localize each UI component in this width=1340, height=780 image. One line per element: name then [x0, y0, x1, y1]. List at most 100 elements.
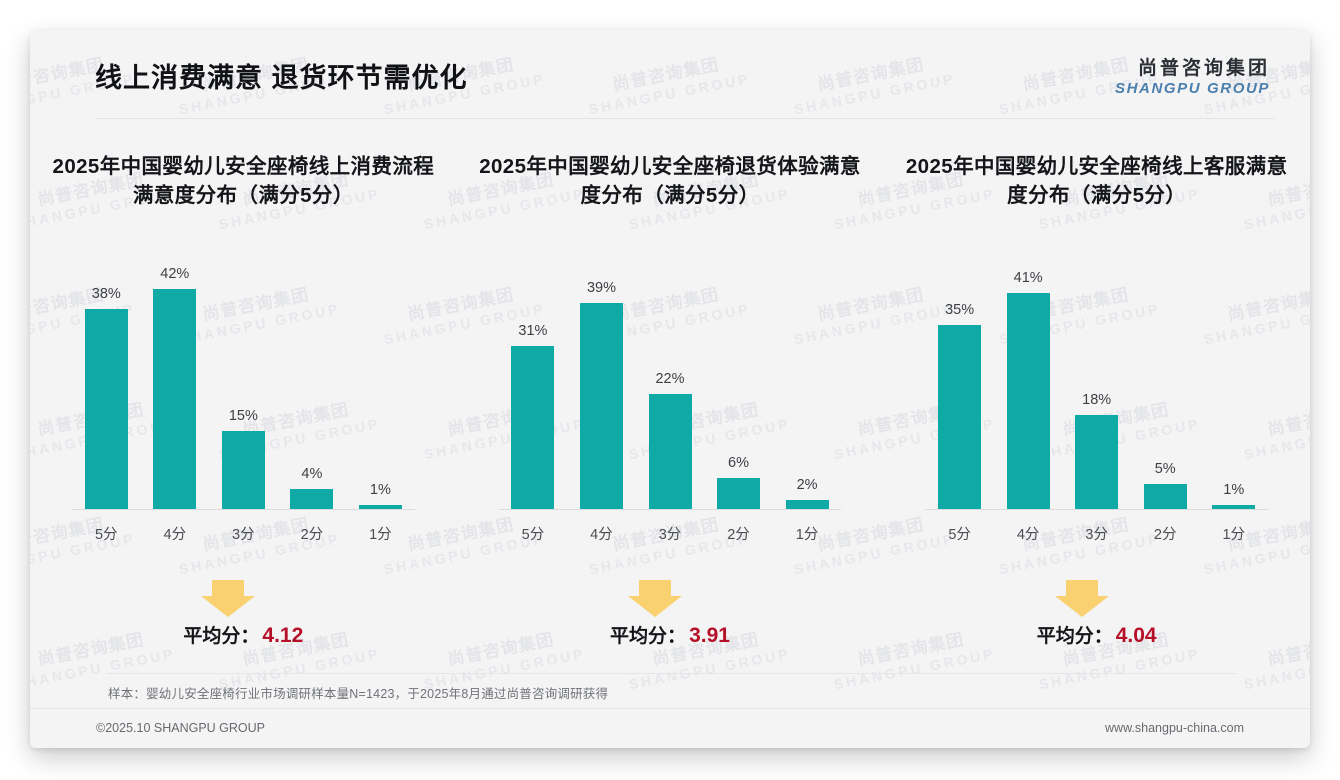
bar[interactable] [1006, 292, 1050, 511]
bar-group: 4% [278, 266, 347, 511]
bar-series: 38% 42% 15% 4% 1% [72, 266, 415, 511]
bar[interactable] [785, 499, 829, 511]
average-score-value: 4.04 [1115, 624, 1157, 648]
bar-value-label: 38% [91, 285, 121, 302]
average-label: 平均分： [1036, 626, 1113, 648]
arrow-stem [212, 580, 245, 597]
website-link[interactable]: www.shangpu-china.com [1105, 721, 1244, 735]
bar-value-label: 5% [1154, 460, 1176, 477]
bar-value-label: 4% [301, 466, 323, 483]
brand-logo: 尚普咨询集团 SHANGPU GROUP [1115, 58, 1270, 98]
plot-area: 35% 41% 18% 5% 1% [925, 266, 1269, 511]
x-axis-ticks: 5分 4分 3分 2分 1分 [72, 510, 415, 544]
slide-footer: ©2025.10 SHANGPU GROUP www.shangpu-china… [30, 708, 1310, 748]
bar[interactable] [1143, 483, 1187, 511]
bar[interactable] [717, 478, 761, 511]
bar-series: 31% 39% 22% 6% 2% [499, 266, 842, 511]
bar-value-label: 39% [586, 280, 616, 297]
arrow-stem [1065, 580, 1098, 597]
bar-group: 2% [773, 266, 842, 511]
bar[interactable] [1075, 414, 1119, 511]
arrow-head [201, 596, 256, 618]
arrow-stem [639, 580, 671, 597]
average-score-value: 4.12 [262, 624, 304, 648]
x-tick-label: 3分 [658, 527, 682, 544]
down-arrow-icon [201, 580, 256, 618]
bar-group: 35% [925, 266, 994, 511]
bar-value-label: 35% [945, 301, 975, 318]
bar-value-label: 42% [160, 266, 190, 283]
bar-value-label: 1% [369, 481, 391, 498]
chart-panel-1: 2025年中国婴幼儿安全座椅线上消费流程满意度分布（满分5分） 38% 42% 15%… [30, 134, 457, 647]
logo-english-text: SHANGPU GROUP [1115, 79, 1270, 97]
bar-value-label: 41% [1013, 269, 1043, 286]
bar[interactable] [358, 504, 402, 511]
page-title: 线上消费满意 退货环节需优化 [95, 63, 468, 93]
down-arrow-icon [628, 580, 682, 618]
x-tick-label: 5分 [94, 527, 118, 544]
bar-value-label: 18% [1082, 391, 1112, 408]
bar-group: 31% [499, 266, 568, 511]
bar-group: 5% [1131, 266, 1200, 511]
header-divider [95, 118, 1275, 119]
x-tick-label: 4分 [163, 527, 187, 544]
bar[interactable] [221, 430, 265, 511]
bar-group: 18% [1062, 266, 1131, 511]
average-score-text: 平均分： 4.04 [1037, 621, 1157, 648]
average-label: 平均分： [610, 626, 687, 648]
average-score-text: 平均分： 4.12 [183, 621, 303, 648]
bar-group: 41% [994, 266, 1063, 511]
bar[interactable] [579, 303, 623, 511]
bar-group: 1% [346, 266, 415, 511]
bar[interactable] [648, 393, 692, 511]
plot-area: 31% 39% 22% 6% 2% [498, 266, 842, 511]
bar-value-label: 1% [1223, 481, 1245, 498]
x-tick-label: 2分 [300, 527, 324, 544]
bar-group: 6% [704, 266, 773, 511]
chart-panel-2: 2025年中国婴幼儿安全座椅退货体验满意度分布（满分5分） 31% 39% 22% 6%… [457, 134, 884, 647]
x-axis-line [498, 509, 842, 511]
chart-title: 2025年中国婴幼儿安全座椅线上消费流程满意度分布（满分5分） [52, 155, 435, 208]
chart-panel-3: 2025年中国婴幼儿安全座椅线上客服满意度分布（满分5分） 35% 41% 18% 5%… [883, 134, 1310, 647]
bar-value-label: 6% [728, 455, 750, 472]
x-tick-label: 5分 [521, 527, 545, 544]
bar-value-label: 31% [518, 322, 548, 339]
average-annotation: 平均分： 4.04 [891, 580, 1302, 654]
bar[interactable] [511, 345, 555, 511]
copyright-text: ©2025.10 SHANGPU GROUP [96, 721, 265, 735]
bar-group: 39% [567, 266, 636, 511]
x-tick-label: 2分 [1153, 527, 1177, 544]
bar[interactable] [84, 308, 128, 511]
bar-group: 42% [141, 266, 210, 511]
bar-group: 1% [1199, 266, 1268, 511]
average-label: 平均分： [183, 626, 260, 648]
down-arrow-icon [1054, 580, 1109, 618]
chart-title: 2025年中国婴幼儿安全座椅退货体验满意度分布（满分5分） [479, 155, 861, 208]
logo-chinese-text: 尚普咨询集团 [1137, 58, 1270, 79]
bar-value-label: 22% [655, 370, 685, 387]
x-tick-label: 3分 [232, 527, 255, 544]
chart-title: 2025年中国婴幼儿安全座椅线上客服满意度分布（满分5分） [905, 155, 1288, 208]
x-tick-label: 2分 [727, 527, 750, 544]
average-score-value: 3.91 [689, 624, 730, 648]
slide-canvas: 尚普咨询集团 SHANGPU GROUP 尚普咨询集团 SHANGPU GROUP 尚普… [30, 30, 1310, 748]
x-tick-label: 1分 [1222, 527, 1246, 544]
average-score-text: 平均分： 3.91 [610, 621, 730, 648]
bar[interactable] [290, 489, 334, 511]
x-axis-line [925, 509, 1269, 511]
x-tick-label: 4分 [590, 527, 613, 544]
charts-row: 2025年中国婴幼儿安全座椅线上消费流程满意度分布（满分5分） 38% 42% 15%… [30, 134, 1310, 647]
bar-group: 38% [72, 266, 141, 511]
average-annotation: 平均分： 4.12 [38, 580, 449, 654]
x-tick-label: 4分 [1016, 527, 1040, 544]
x-tick-label: 5分 [948, 527, 971, 544]
bar[interactable] [938, 324, 982, 511]
sample-note: 样本：婴幼儿安全座椅行业市场调研样本量N=1423，于2025年8月通过尚普咨询… [108, 687, 609, 701]
bar-group: 15% [209, 266, 278, 511]
bar[interactable] [153, 289, 197, 511]
footnote-block: 样本：婴幼儿安全座椅行业市场调研样本量N=1423，于2025年8月通过尚普咨询… [30, 673, 1310, 702]
x-tick-label: 1分 [795, 527, 819, 544]
arrow-head [1054, 596, 1109, 618]
bar[interactable] [1212, 504, 1256, 511]
bar-value-label: 15% [228, 407, 258, 424]
